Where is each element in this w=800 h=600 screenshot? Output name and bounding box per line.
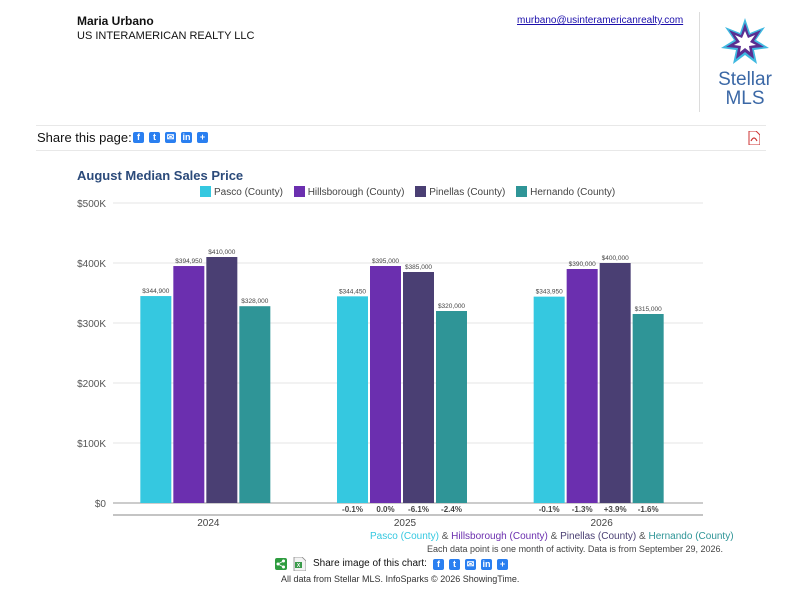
spreadsheet-icon[interactable]: X bbox=[293, 557, 306, 571]
legend-swatch-pinellas bbox=[415, 186, 427, 197]
legend-swatch-hillsborough bbox=[293, 186, 305, 197]
share-image-label: Share image of this chart: bbox=[313, 558, 427, 569]
bar-value-label: $344,450 bbox=[339, 288, 366, 295]
svg-text:X: X bbox=[297, 563, 301, 569]
bar-value-label: $410,000 bbox=[208, 249, 235, 256]
legend-swatch-hernando bbox=[516, 186, 528, 197]
legend-label-hernando: Hernando (County) bbox=[530, 187, 616, 198]
bar-value-label: $328,000 bbox=[241, 298, 268, 305]
x-tick-label: 2026 bbox=[591, 518, 614, 529]
pdf-icon[interactable] bbox=[748, 131, 760, 145]
y-tick-label: $300K bbox=[77, 319, 106, 330]
bar[interactable] bbox=[632, 314, 664, 503]
change-label: -0.1% bbox=[539, 505, 560, 514]
bar[interactable] bbox=[566, 269, 598, 503]
change-label: -2.4% bbox=[441, 505, 462, 514]
twitter-icon[interactable]: t bbox=[449, 559, 460, 570]
bar[interactable] bbox=[370, 266, 401, 503]
legend-item-hillsborough[interactable]: Hillsborough (County) bbox=[293, 186, 405, 198]
bar[interactable] bbox=[140, 296, 172, 503]
change-label: 0.0% bbox=[376, 505, 394, 514]
logo-text-mls: MLS bbox=[725, 88, 765, 109]
footnote-series-hernando: Hernando (County) bbox=[648, 531, 734, 542]
y-tick-label: $200K bbox=[77, 379, 106, 390]
bar[interactable] bbox=[436, 311, 467, 503]
y-tick-label: $400K bbox=[77, 259, 106, 270]
legend-item-pinellas[interactable]: Pinellas (County) bbox=[415, 186, 505, 198]
bar[interactable] bbox=[239, 306, 271, 503]
change-label: -1.6% bbox=[638, 505, 659, 514]
bar-value-label: $395,000 bbox=[372, 258, 399, 265]
change-label: -6.1% bbox=[408, 505, 429, 514]
twitter-icon[interactable]: t bbox=[149, 132, 160, 143]
change-label: -0.1% bbox=[342, 505, 363, 514]
footnote-series-pasco: Pasco (County) bbox=[370, 531, 439, 542]
series-footnote: Pasco (County) & Hillsborough (County) &… bbox=[370, 531, 734, 542]
bar[interactable] bbox=[533, 296, 565, 503]
bar-value-label: $385,000 bbox=[405, 264, 432, 271]
bar[interactable] bbox=[599, 263, 631, 503]
y-tick-label: $0 bbox=[95, 499, 107, 510]
share-bar-bottom-divider bbox=[36, 150, 766, 151]
share-plus-icon[interactable]: + bbox=[197, 132, 208, 143]
footnote-ampersand: & bbox=[438, 531, 452, 542]
change-label: -1.3% bbox=[572, 505, 593, 514]
chart-legend: Pasco (County) Hillsborough (County) Pin… bbox=[200, 186, 623, 198]
y-tick-label: $500K bbox=[77, 199, 106, 210]
data-note: Each data point is one month of activity… bbox=[427, 544, 723, 554]
footnote-ampersand: & bbox=[547, 531, 561, 542]
share-bar-top-divider bbox=[36, 125, 766, 126]
email-icon[interactable]: ✉ bbox=[465, 559, 476, 570]
bar-value-label: $390,000 bbox=[569, 261, 596, 268]
agent-company: US INTERAMERICAN REALTY LLC bbox=[77, 30, 255, 42]
bar-value-label: $400,000 bbox=[602, 255, 629, 262]
credits-text: All data from Stellar MLS. InfoSparks © … bbox=[281, 574, 520, 584]
change-label: +3.9% bbox=[604, 505, 627, 514]
bar-value-label: $320,000 bbox=[438, 303, 465, 310]
bar[interactable] bbox=[173, 266, 205, 503]
bar-value-label: $315,000 bbox=[635, 306, 662, 313]
x-tick-label: 2025 bbox=[394, 518, 417, 529]
share-green-icon[interactable] bbox=[275, 558, 287, 570]
agent-name: Maria Urbano bbox=[77, 14, 154, 28]
bar[interactable] bbox=[337, 296, 368, 503]
legend-label-pasco: Pasco (County) bbox=[214, 187, 283, 198]
legend-label-pinellas: Pinellas (County) bbox=[429, 187, 506, 198]
legend-swatch-pasco bbox=[200, 186, 211, 197]
footnote-series-hillsborough: Hillsborough (County) bbox=[451, 531, 548, 542]
bar[interactable] bbox=[206, 257, 238, 503]
bar-value-label: $394,950 bbox=[175, 258, 202, 265]
chart-title: August Median Sales Price bbox=[77, 168, 244, 183]
facebook-icon[interactable]: f bbox=[433, 559, 444, 570]
bar-value-label: $343,950 bbox=[536, 289, 563, 296]
share-plus-icon[interactable]: + bbox=[497, 559, 508, 570]
facebook-icon[interactable]: f bbox=[133, 132, 144, 143]
y-tick-label: $100K bbox=[77, 439, 106, 450]
share-page-label: Share this page: bbox=[37, 130, 132, 145]
footnote-series-pinellas: Pinellas (County) bbox=[560, 531, 637, 542]
legend-item-pasco[interactable]: Pasco (County) bbox=[200, 186, 283, 198]
logo-text-stellar: Stellar bbox=[718, 69, 772, 90]
header-divider bbox=[699, 12, 700, 112]
email-icon[interactable]: ✉ bbox=[165, 132, 176, 143]
x-tick-label: 2024 bbox=[197, 518, 220, 529]
bar-value-label: $344,900 bbox=[142, 288, 169, 295]
agent-email-link[interactable]: murbano@usinteramericanrealty.com bbox=[517, 15, 684, 26]
footnote-ampersand: & bbox=[636, 531, 649, 542]
stellar-mls-logo bbox=[721, 18, 769, 64]
bar[interactable] bbox=[403, 272, 434, 503]
linkedin-icon[interactable]: in bbox=[481, 559, 492, 570]
legend-label-hillsborough: Hillsborough (County) bbox=[307, 187, 405, 198]
linkedin-icon[interactable]: in bbox=[181, 132, 192, 143]
legend-item-hernando[interactable]: Hernando (County) bbox=[516, 186, 615, 198]
